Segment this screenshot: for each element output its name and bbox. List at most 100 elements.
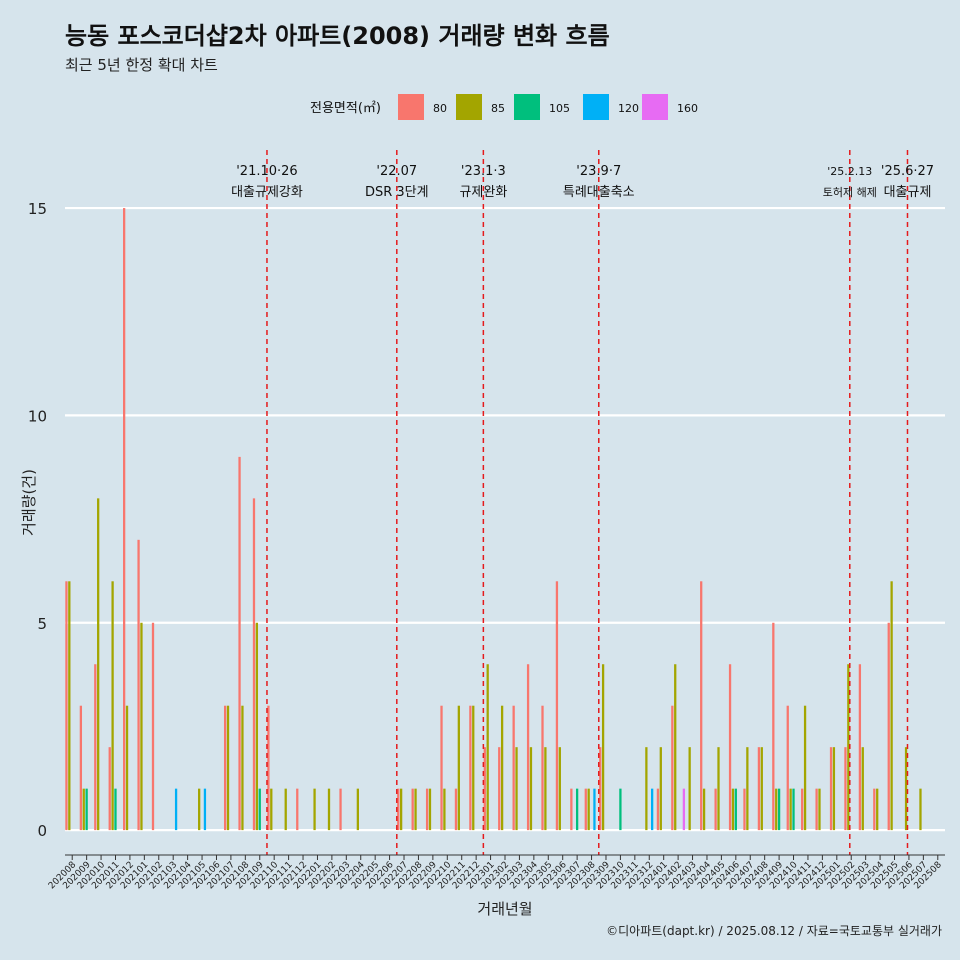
event-name-label: DSR 3단계 [365,185,429,200]
bar [832,747,836,831]
bar [125,705,129,831]
event-name-label: 토허제 해제 [823,185,877,199]
bar [414,788,417,831]
bar [682,788,686,831]
event-name-label: 특례대출축소 [563,185,635,200]
bar [702,788,706,831]
bar [584,788,587,831]
bar [108,747,111,831]
bar [284,788,287,831]
bar [803,705,807,831]
bar [887,622,890,831]
bar [688,747,691,831]
bar [486,664,489,831]
bar [203,788,207,831]
legend-swatch [642,94,668,120]
event-date-label: '25.6·27 [881,164,934,179]
bar [241,705,244,831]
bar [226,705,230,831]
bar [443,788,446,831]
bar [714,788,717,831]
bar [815,788,818,831]
bar [858,664,862,831]
bar [137,539,140,831]
bar [85,788,88,831]
y-tick-label: 10 [28,407,47,425]
bar [558,747,561,831]
bar [454,788,458,831]
bar [786,705,789,831]
bar [717,747,720,831]
event-name-label: 대출규제강화 [231,185,303,200]
x-axis-title: 거래년월 [477,900,532,918]
event-date-label: '21.10·26 [236,164,297,179]
bar [267,705,270,831]
bar [873,788,876,831]
bar [760,747,763,831]
bar [700,581,703,831]
bar [397,788,400,831]
legend-label: 85 [491,102,505,115]
chart-subtitle: 최근 5년 한정 확대 차트 [65,56,218,74]
y-axis-title: 거래량(건) [20,469,38,536]
bar [140,622,143,831]
bar [472,705,475,831]
legend-label: 160 [677,102,698,115]
bar [498,747,501,831]
bar [757,747,761,831]
bar [270,788,273,831]
bar [94,664,97,831]
bar [829,747,833,831]
y-tick-label: 5 [37,615,47,633]
y-tick-label: 0 [37,822,47,840]
bar [529,747,533,831]
bar [728,664,732,831]
bar [313,788,316,831]
bar [801,788,804,831]
y-tick-label: 15 [28,200,47,218]
bar [555,581,559,831]
bar [223,705,227,831]
bar [601,664,605,831]
bar [777,788,781,831]
event-date-label: '23.9·7 [576,164,621,179]
bar [890,581,893,831]
bar [619,788,622,831]
event-name-label: 규제완화 [459,185,507,200]
chart-title: 능동 포스코더샵2차 아파트(2008) 거래량 변화 흐름 [65,22,610,50]
bar [587,788,590,831]
bar [457,705,460,831]
bar [731,788,735,831]
bar [469,705,472,831]
bar [198,788,201,831]
bar [255,622,259,831]
bar [79,705,83,831]
bar [671,705,674,831]
legend-title: 전용면적(㎡) [310,101,381,116]
bar [544,747,547,831]
bar [599,747,602,831]
bar [339,788,342,831]
bar [411,788,414,831]
event-date-label: '22.07 [376,164,417,179]
bar [792,788,795,831]
bar [440,705,443,831]
bar [68,581,71,831]
bar [570,788,573,831]
bar [789,788,792,831]
bar [123,208,126,831]
bar [734,788,737,831]
bar [919,788,922,831]
bar [775,788,778,831]
bar [659,747,662,831]
bar [818,788,821,831]
bar [65,581,68,831]
bar [399,788,403,831]
bar [82,788,85,831]
event-date-label: '25.2.13 [827,165,872,178]
bar [512,705,515,831]
bar [656,788,660,831]
bar [327,788,331,831]
bar [97,498,100,831]
